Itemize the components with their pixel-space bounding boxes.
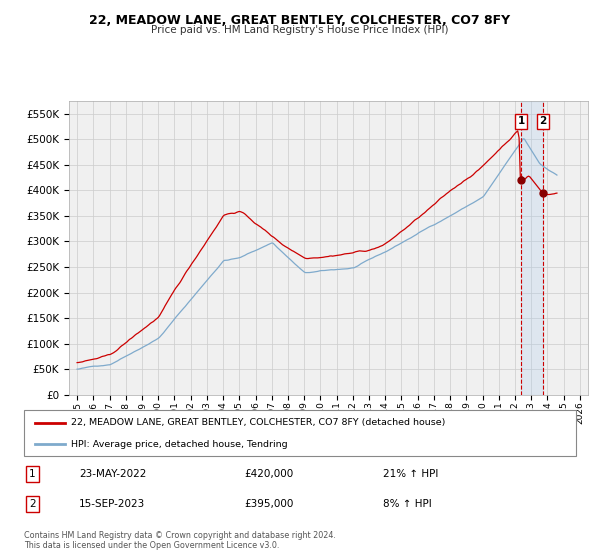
Text: £420,000: £420,000: [245, 469, 294, 479]
Text: 15-SEP-2023: 15-SEP-2023: [79, 500, 145, 509]
Text: 2: 2: [29, 500, 35, 509]
Text: 22, MEADOW LANE, GREAT BENTLEY, COLCHESTER, CO7 8FY (detached house): 22, MEADOW LANE, GREAT BENTLEY, COLCHEST…: [71, 418, 445, 427]
Text: 2: 2: [539, 116, 547, 126]
Text: 8% ↑ HPI: 8% ↑ HPI: [383, 500, 431, 509]
Text: £395,000: £395,000: [245, 500, 294, 509]
Bar: [521, 101, 543, 395]
Text: 1: 1: [517, 116, 524, 126]
Text: 1: 1: [29, 469, 35, 479]
Text: 23-MAY-2022: 23-MAY-2022: [79, 469, 146, 479]
Text: Price paid vs. HM Land Registry's House Price Index (HPI): Price paid vs. HM Land Registry's House …: [151, 25, 449, 35]
Text: 21% ↑ HPI: 21% ↑ HPI: [383, 469, 438, 479]
Text: 22, MEADOW LANE, GREAT BENTLEY, COLCHESTER, CO7 8FY: 22, MEADOW LANE, GREAT BENTLEY, COLCHEST…: [89, 14, 511, 27]
Text: Contains HM Land Registry data © Crown copyright and database right 2024.
This d: Contains HM Land Registry data © Crown c…: [24, 531, 336, 550]
Text: HPI: Average price, detached house, Tendring: HPI: Average price, detached house, Tend…: [71, 440, 287, 449]
